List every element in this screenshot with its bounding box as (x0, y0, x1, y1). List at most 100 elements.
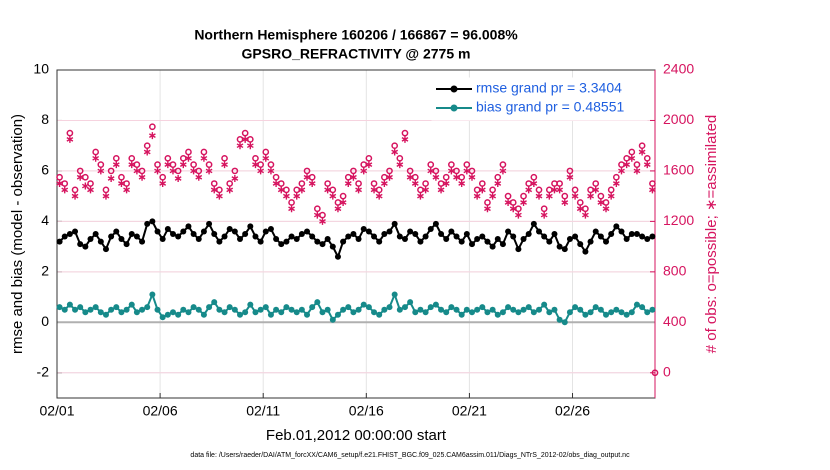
point (298, 231, 305, 237)
point-assimilated (215, 192, 223, 200)
point-possible (556, 180, 563, 187)
point (77, 241, 84, 248)
point (587, 238, 594, 245)
point-possible (432, 167, 440, 175)
point (159, 314, 166, 321)
point (520, 306, 527, 313)
point-possible (262, 148, 270, 156)
point (474, 236, 481, 243)
point-possible (283, 186, 290, 194)
point (92, 304, 99, 311)
point-assimilated (380, 180, 388, 188)
point-possible (370, 180, 378, 187)
point (448, 304, 455, 311)
point (633, 231, 640, 237)
point-possible (422, 180, 429, 187)
point-assimilated (417, 192, 424, 200)
point (195, 306, 202, 313)
point (345, 304, 352, 311)
point-possible (174, 167, 182, 175)
point (267, 311, 274, 318)
point-assimilated (293, 192, 301, 200)
point (427, 304, 434, 311)
point (355, 306, 362, 313)
point-possible (525, 180, 533, 187)
point (360, 301, 367, 308)
x-tick-label: 02/06 (143, 403, 178, 419)
point (278, 241, 285, 248)
point-assimilated (556, 186, 564, 194)
point-possible (76, 167, 84, 175)
point-possible (272, 173, 280, 181)
point (139, 238, 146, 245)
y-tick-label: 0 (41, 313, 49, 329)
point (401, 236, 408, 243)
point-assimilated (561, 198, 569, 206)
point (164, 311, 171, 318)
point (144, 220, 151, 227)
point-possible (473, 186, 481, 194)
point-assimilated (525, 186, 533, 194)
point-assimilated (257, 167, 265, 175)
y2-tick-label: 0 (663, 363, 671, 379)
point (314, 299, 321, 306)
point-possible (267, 161, 275, 168)
point (206, 220, 213, 227)
point-assimilated (571, 192, 579, 200)
point-possible (308, 173, 316, 181)
point-assimilated (386, 173, 393, 181)
point (242, 309, 249, 316)
point-possible (499, 161, 507, 168)
point-possible (365, 154, 373, 162)
legend-marker (450, 104, 458, 112)
point-possible (298, 180, 306, 187)
point (247, 301, 254, 308)
y-tick-label: 6 (41, 162, 49, 178)
point-assimilated (442, 180, 450, 188)
point-assimilated (262, 154, 270, 162)
point (572, 233, 579, 240)
point (128, 301, 135, 308)
point (644, 309, 651, 316)
point-possible (545, 186, 553, 194)
point (530, 309, 537, 316)
point (144, 304, 151, 311)
point-possible (61, 180, 69, 187)
point-possible (97, 161, 105, 168)
point-possible (133, 161, 141, 168)
point-possible (386, 167, 393, 175)
point-assimilated (128, 161, 136, 169)
point (340, 238, 347, 245)
point-possible (478, 180, 486, 187)
point (102, 311, 109, 318)
point (422, 309, 429, 316)
point (82, 309, 89, 316)
point-assimilated (643, 161, 651, 169)
point-possible (607, 186, 615, 194)
point-assimilated (133, 167, 141, 175)
point (293, 309, 300, 316)
point (438, 306, 445, 313)
point-assimilated (566, 173, 574, 181)
point (592, 304, 599, 311)
x-tick-label: 02/21 (452, 403, 487, 419)
point-possible (236, 136, 244, 143)
point-possible (164, 154, 172, 162)
point-possible (515, 205, 522, 213)
point-possible (453, 167, 460, 175)
point (649, 233, 656, 240)
point (149, 291, 156, 298)
point (262, 304, 269, 311)
point (432, 220, 439, 227)
point (489, 243, 496, 250)
point (458, 311, 465, 318)
point (525, 304, 532, 311)
point-assimilated (107, 174, 115, 182)
point (618, 228, 625, 235)
point (319, 241, 326, 248)
point-assimilated (509, 205, 517, 213)
point-possible (381, 173, 388, 181)
point-assimilated (453, 173, 460, 181)
point-possible (319, 211, 326, 219)
point-assimilated (592, 186, 600, 194)
